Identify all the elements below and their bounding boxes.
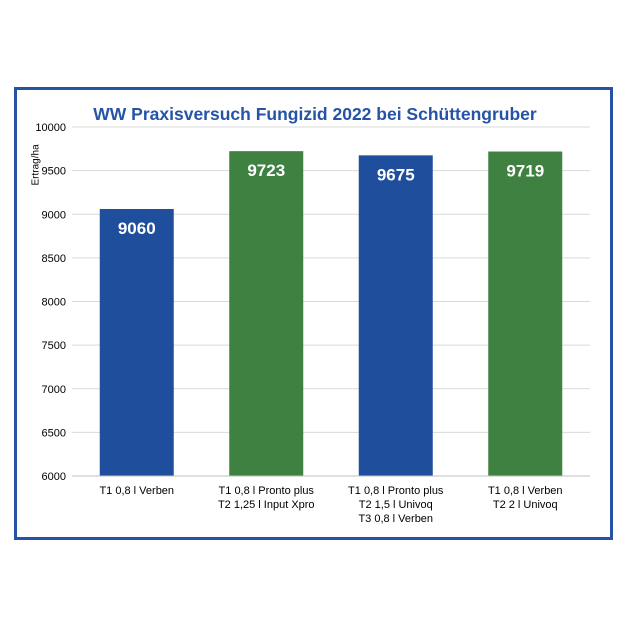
y-tick-label: 7500 xyxy=(42,340,66,352)
bar xyxy=(358,155,433,476)
y-tick-label: 8000 xyxy=(42,297,66,309)
y-tick-label: 9500 xyxy=(42,166,66,178)
y-tick-label: 7000 xyxy=(42,384,66,396)
x-tick-label: T2 2 l Univoq xyxy=(493,499,558,511)
x-tick-label: T1 0,8 l Verben xyxy=(488,485,563,497)
data-label: 9060 xyxy=(118,219,156,238)
labels: 6000 6500 7000 7500 8000 8500 9000 9500 10000 906… xyxy=(35,122,562,525)
x-tick-label: T1 0,8 l Pronto plus xyxy=(348,485,444,497)
x-tick-label: T2 1,5 l Univoq xyxy=(359,499,433,511)
y-tick-label: 10000 xyxy=(35,122,66,134)
x-tick-label: T1 0,8 l Verben xyxy=(99,485,174,497)
y-tick-label: 6500 xyxy=(42,427,66,439)
x-tick-label: T3 0,8 l Verben xyxy=(358,513,433,525)
bar xyxy=(488,151,563,476)
bars xyxy=(99,151,563,476)
y-tick-label: 8500 xyxy=(42,253,66,265)
x-tick-label: T1 0,8 l Pronto plus xyxy=(219,485,315,497)
x-tick-label: T2 1,25 l Input Xpro xyxy=(218,499,315,511)
data-label: 9723 xyxy=(247,161,285,180)
bar xyxy=(229,151,304,476)
y-tick-label: 6000 xyxy=(42,471,66,483)
bar xyxy=(99,209,174,476)
data-label: 9719 xyxy=(506,162,544,181)
y-tick-label: 9000 xyxy=(42,209,66,221)
data-label: 9675 xyxy=(377,165,415,184)
chart-title: WW Praxisversuch Fungizid 2022 bei Schüt… xyxy=(93,104,537,124)
